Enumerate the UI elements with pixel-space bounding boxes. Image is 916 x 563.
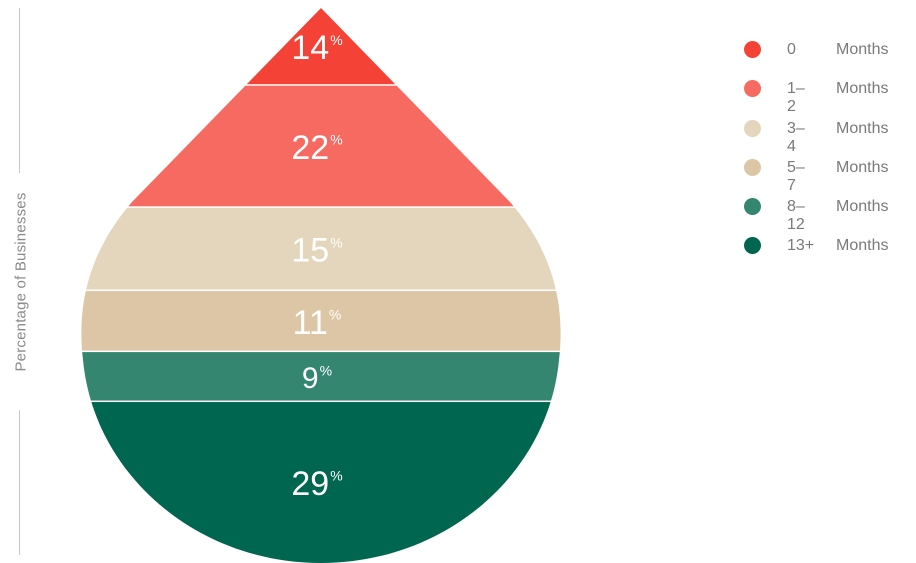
band-value-label: 14%: [291, 29, 342, 67]
legend-unit: Months: [836, 198, 889, 216]
legend-swatch: [744, 41, 761, 58]
band-value-label: 22%: [291, 129, 342, 167]
legend-unit: Months: [836, 119, 889, 137]
band-8-12-months: [81, 352, 561, 401]
legend-range: 0: [787, 41, 796, 58]
legend-unit: Months: [836, 80, 889, 98]
band-5-7-months: [81, 291, 561, 351]
legend-range: 3–4: [787, 119, 805, 155]
legend-range: 1–2: [787, 80, 805, 116]
y-axis-line-top: [19, 8, 20, 173]
band-value-label: 11%: [293, 304, 342, 342]
legend-swatch: [744, 237, 761, 255]
legend-range: 8–12: [787, 198, 805, 234]
legend-swatch: [744, 158, 761, 176]
legend-unit: Months: [836, 158, 889, 176]
legend-unit: Months: [836, 41, 889, 58]
band-value-label: 15%: [291, 232, 342, 270]
legend-swatch: [744, 119, 761, 137]
y-axis-line-bottom: [19, 410, 20, 555]
band-value-label: 9%: [302, 362, 332, 395]
legend-unit: Months: [836, 237, 889, 255]
legend-swatch: [744, 80, 761, 98]
band-3-4-months: [81, 207, 561, 290]
legend-swatch: [744, 198, 761, 216]
band-value-label: 29%: [291, 465, 342, 503]
legend-range: 13+: [787, 237, 815, 255]
legend-range: 5–7: [787, 158, 805, 194]
